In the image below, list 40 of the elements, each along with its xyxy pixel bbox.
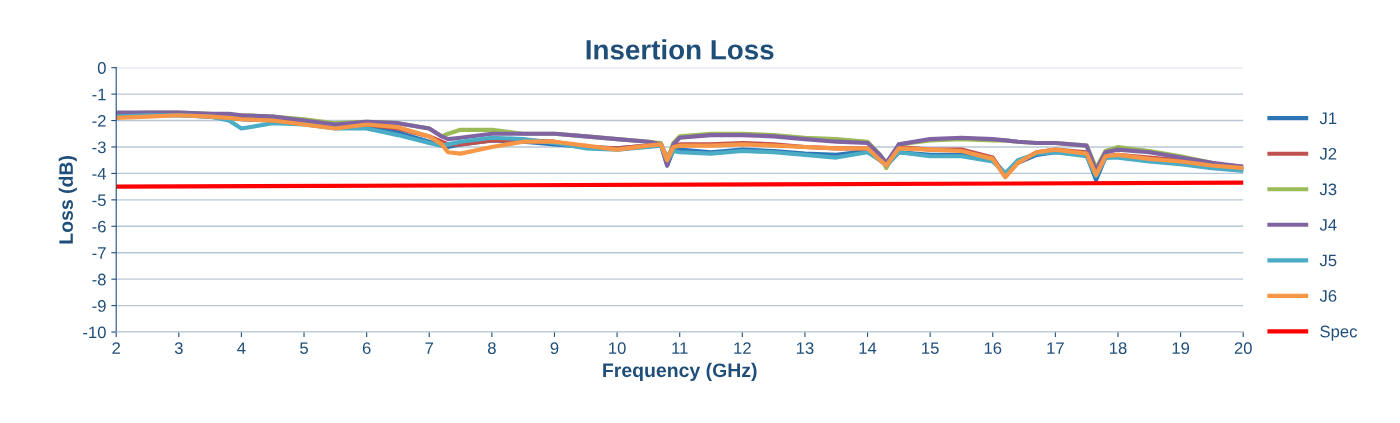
x-tick-label: 11 [672,342,688,354]
x-tick-label: 20 [1234,342,1252,355]
legend-label: J2 [1319,147,1337,160]
x-tick-label: 15 [922,342,939,355]
x-tick-label: 19 [1172,342,1190,355]
legend-label: J1 [1319,112,1337,125]
x-tick-label: 4 [237,342,246,354]
y-tick-label: -10 [83,326,106,339]
x-tick-label: 5 [300,342,308,355]
y-tick-label: -6 [92,220,106,233]
y-tick-label: -3 [92,141,106,154]
y-tick-label: 0 [97,62,106,74]
y-tick-label: -5 [92,194,106,207]
x-tick-label: 17 [1047,342,1064,354]
legend-label: J6 [1319,290,1337,302]
x-tick-label: 14 [859,342,877,354]
x-tick-label: 12 [734,342,751,354]
y-axis-title: Loss (dB) [58,156,77,244]
y-tick-label: -9 [92,300,106,312]
y-tick-label: -1 [92,88,106,101]
legend-label: Spec [1320,325,1358,341]
x-tick-label: 16 [984,342,1002,355]
x-tick-label: 13 [796,342,814,355]
x-tick-label: 8 [487,342,496,355]
legend-label: J4 [1319,219,1337,231]
y-tick-label: -8 [92,273,106,286]
x-tick-label: 2 [112,342,120,354]
x-tick-label: 6 [362,342,371,355]
x-tick-label: 9 [550,342,559,355]
x-tick-label: 3 [174,342,183,355]
x-tick-label: 10 [609,342,626,355]
x-tick-label: 18 [1109,342,1127,355]
x-axis-title: Frequency (GHz) [603,362,757,381]
legend-label: J5 [1319,254,1337,267]
chart-title: Insertion Loss [586,39,774,60]
y-tick-label: -2 [92,114,106,127]
x-tick-label: 7 [425,342,434,354]
y-tick-label: -4 [92,168,106,180]
y-tick-label: -7 [92,247,106,259]
legend-label: J3 [1319,183,1337,196]
